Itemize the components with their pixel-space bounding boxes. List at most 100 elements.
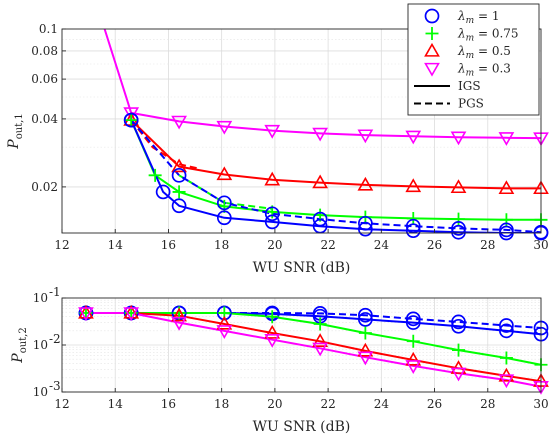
triangle-up-marker <box>312 333 329 347</box>
legend-subscript: m <box>466 34 475 44</box>
triangle-down-marker <box>312 127 329 142</box>
series-line <box>86 312 541 388</box>
legend-entry-label: λm = 0.3 <box>457 62 511 79</box>
circle-marker <box>499 323 514 339</box>
circle-marker <box>171 167 187 183</box>
triangle-down-marker <box>498 374 515 389</box>
x-tick-label: 24 <box>374 397 390 411</box>
triangle-up-marker <box>424 42 440 57</box>
circle-marker <box>499 318 514 333</box>
plus-marker <box>148 168 162 182</box>
legend-symbol: λ <box>457 27 466 41</box>
circle-marker <box>405 223 421 239</box>
triangle-down-marker <box>450 367 467 382</box>
series-line <box>130 119 541 233</box>
triangle-down-marker <box>405 130 422 145</box>
markers-group <box>123 107 549 241</box>
x-axis-label: WU SNR (dB) <box>253 260 351 276</box>
x-tick-label: 20 <box>267 397 282 411</box>
y-axis-label-main: P <box>6 139 22 150</box>
y-tick-label: 0.1 <box>39 22 58 36</box>
x-tick-label: 30 <box>533 397 548 411</box>
circle-marker <box>358 312 373 327</box>
circle-marker <box>312 211 328 227</box>
circle-marker <box>451 314 466 330</box>
plus-marker <box>452 343 466 357</box>
triangle-down-marker <box>216 325 233 339</box>
triangle-down-marker <box>171 115 187 130</box>
y-tick-label: 10 <box>33 291 48 305</box>
circle-marker <box>264 214 280 230</box>
plus-marker <box>313 317 327 331</box>
x-tick-label: 20 <box>267 238 282 252</box>
triangle-up-marker <box>357 176 374 191</box>
legend-subscript: m <box>466 16 475 26</box>
legend-entry-label: λm = 0.5 <box>457 44 511 61</box>
triangle-up-marker <box>123 304 140 319</box>
legend-symbol: λ <box>457 62 466 76</box>
y-tick-label: 0.04 <box>31 112 58 126</box>
plus-marker <box>499 351 513 365</box>
y-axis-label: Pout,1 <box>6 113 25 149</box>
triangle-up-marker <box>216 315 233 330</box>
triangle-up-marker <box>312 174 329 189</box>
triangle-down-marker <box>171 316 187 331</box>
triangle-up-marker <box>450 179 467 194</box>
triangle-up-marker <box>171 158 187 173</box>
plus-marker <box>406 334 420 348</box>
triangle-up-marker <box>216 166 233 181</box>
triangle-down-marker <box>450 131 467 146</box>
circle-marker <box>216 195 232 211</box>
legend-entry-label: λm = 0.75 <box>457 27 519 44</box>
triangle-down-marker <box>424 62 440 77</box>
legend-value: = 1 <box>474 9 499 23</box>
circle-marker <box>264 206 280 222</box>
x-tick-label: 24 <box>374 238 390 252</box>
legend-symbol: λ <box>457 9 466 23</box>
x-tick-label: 28 <box>480 238 495 252</box>
triangle-down-marker <box>357 129 374 144</box>
triangle-down-marker <box>498 132 515 146</box>
triangle-down-marker <box>264 333 281 348</box>
legend-value: = 0.3 <box>474 62 511 76</box>
series-line <box>130 119 541 190</box>
triangle-up-marker <box>405 351 422 366</box>
triangle-down-marker <box>405 360 422 374</box>
y-tick-exponent: -3 <box>49 379 61 393</box>
x-tick-label: 14 <box>108 238 124 252</box>
triangle-up-marker <box>405 178 422 193</box>
y-tick-exponent: -2 <box>49 332 61 346</box>
plus-marker <box>425 27 439 40</box>
circle-marker <box>358 307 373 323</box>
x-tick-label: 26 <box>427 238 442 252</box>
plus-marker <box>406 211 420 225</box>
triangle-down-marker <box>216 120 233 135</box>
x-tick-label: 14 <box>108 397 124 411</box>
legend-symbol: λ <box>457 44 466 58</box>
circle-marker <box>451 224 466 240</box>
x-tick-label: 22 <box>320 397 335 411</box>
legend-value: = 0.5 <box>474 44 511 58</box>
y-axis-label-sub: out,2 <box>18 327 29 353</box>
y-axis-label: Pout,2 <box>10 327 29 363</box>
x-tick-label: 12 <box>54 238 69 252</box>
plus-marker <box>124 113 138 127</box>
triangle-up-marker <box>357 342 374 357</box>
series-line <box>86 312 541 383</box>
plus-marker <box>358 326 372 340</box>
triangle-down-marker <box>357 351 374 366</box>
triangle-up-marker <box>264 324 281 339</box>
triangle-down-marker <box>78 307 94 322</box>
axes-box <box>61 28 542 234</box>
x-tick-label: 18 <box>214 238 229 252</box>
legend-entry-label: IGS <box>458 79 481 93</box>
circle-marker <box>451 221 466 236</box>
plus-marker <box>172 185 186 199</box>
triangle-up-marker <box>171 307 187 322</box>
triangle-up-marker <box>450 360 467 374</box>
triangle-up-marker <box>264 171 281 186</box>
triangle-up-marker <box>498 180 515 195</box>
legend-value: = 0.75 <box>474 27 518 41</box>
